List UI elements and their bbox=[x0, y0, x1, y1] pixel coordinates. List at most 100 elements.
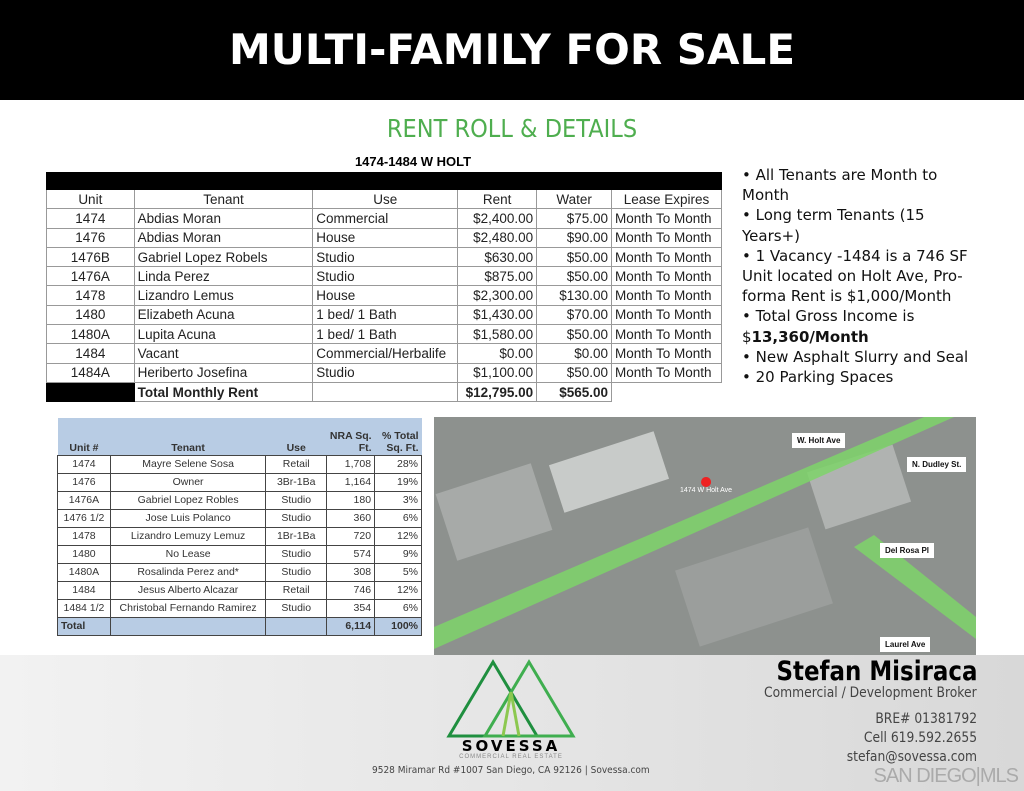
table-cell: 1484 bbox=[57, 580, 111, 600]
table-row: 1476A Linda Perez Studio $875.00 $50.00 Month… bbox=[46, 266, 722, 287]
table-cell: 12% bbox=[374, 526, 422, 546]
column-header: Tenant bbox=[110, 418, 266, 455]
table-cell: $1,430.00 bbox=[457, 304, 538, 326]
aerial-map[interactable]: W. Holt Ave N. Dudley St. Del Rosa Pl La… bbox=[434, 417, 976, 655]
map-label-laurel: Laurel Ave bbox=[880, 637, 931, 652]
table-cell: 1480A bbox=[57, 562, 111, 582]
table-cell: $875.00 bbox=[457, 266, 538, 287]
column-header: Rent bbox=[457, 188, 538, 210]
details-bullets: • All Tenants are Month to Month • Long … bbox=[742, 165, 982, 387]
table-cell: House bbox=[312, 227, 459, 248]
table-cell: 6% bbox=[374, 598, 422, 618]
table-row: 1478 Lizandro Lemus House $2,300.00 $130.00 M… bbox=[46, 285, 722, 306]
brand-name: SOVESSA bbox=[461, 737, 561, 755]
sqft-table: Unit # Tenant Use NRA Sq. Ft.% Total Sq. Ft… bbox=[57, 418, 422, 636]
table-cell: Lizandro Lemus bbox=[133, 285, 314, 306]
table-cell: 1476 1/2 bbox=[57, 508, 111, 528]
table-cell: $0.00 bbox=[536, 343, 612, 364]
table-cell: Lupita Acuna bbox=[133, 324, 314, 345]
total-row: Total 6,114 100% bbox=[57, 616, 422, 636]
column-header: Unit # bbox=[57, 418, 111, 455]
table-cell: Month To Month bbox=[611, 343, 722, 364]
email[interactable]: stefan@sovessa.com bbox=[846, 749, 977, 765]
table-cell: 1480 bbox=[57, 544, 111, 564]
table-cell: 1474 bbox=[57, 454, 111, 474]
table-cell: 720 bbox=[326, 526, 376, 546]
table-cell: $2,480.00 bbox=[457, 227, 538, 248]
table-cell: 6% bbox=[374, 508, 422, 528]
map-image bbox=[434, 417, 976, 655]
table-cell: 360 bbox=[326, 508, 376, 528]
map-label-holt: W. Holt Ave bbox=[792, 433, 846, 448]
table-cell: 180 bbox=[326, 490, 376, 510]
table-cell: 1476 bbox=[46, 227, 135, 248]
table-cell: 1,164 bbox=[326, 472, 376, 492]
table-row: 1480 No Lease Studio 574 9% bbox=[57, 544, 422, 564]
table-cell: 1480 bbox=[46, 304, 135, 326]
header-title: MULTI-FAMILY FOR SALE bbox=[0, 0, 1024, 100]
map-label-pin: 1474 W Holt Ave bbox=[680, 487, 733, 494]
table-cell: $2,400.00 bbox=[457, 208, 538, 229]
table-cell: Abdias Moran bbox=[133, 227, 314, 248]
map-label-dudley: N. Dudley St. bbox=[907, 457, 967, 472]
table-cell: 19% bbox=[374, 472, 422, 492]
table-cell: Heriberto Josefina bbox=[133, 362, 314, 383]
table-cell: 1Br-1Ba bbox=[265, 526, 328, 546]
table-cell: $1,100.00 bbox=[457, 362, 538, 383]
table-cell: 308 bbox=[326, 562, 376, 582]
cell-phone[interactable]: Cell 619.592.2655 bbox=[863, 730, 977, 746]
table-row: 1474 Mayre Selene Sosa Retail 1,708 28% bbox=[57, 454, 422, 474]
total-rent: $12,795.00 bbox=[457, 381, 538, 403]
table-cell: 1476A bbox=[57, 490, 111, 510]
table-cell: 354 bbox=[326, 598, 376, 618]
table-cell: Studio bbox=[265, 544, 328, 564]
table-cell: $0.00 bbox=[457, 343, 538, 364]
table-row: 1480 Elizabeth Acuna 1 bed/ 1 Bath $1,430.0… bbox=[46, 304, 722, 326]
table-cell: 1480A bbox=[46, 324, 135, 345]
table-cell: Jesus Alberto Alcazar bbox=[109, 580, 267, 600]
column-header: Use bbox=[312, 188, 459, 210]
table-cell: 1484 bbox=[46, 343, 135, 364]
sovessa-logo-icon bbox=[446, 659, 576, 738]
table-cell: Abdias Moran bbox=[133, 208, 314, 229]
table-cell: House bbox=[312, 285, 459, 306]
table-cell: 1 bed/ 1 Bath bbox=[312, 324, 459, 345]
table-row: 1476 1/2 Jose Luis Polanco Studio 360 6% bbox=[57, 508, 422, 528]
table-cell: Gabriel Lopez Robels bbox=[133, 246, 314, 268]
table-row: 1484 Vacant Commercial/Herbalife $0.00 $0.00… bbox=[46, 343, 722, 364]
table-cell: Month To Month bbox=[611, 324, 722, 345]
table-cell: 1 bed/ 1 Bath bbox=[312, 304, 459, 326]
table-cell: Studio bbox=[312, 266, 459, 287]
agent-role: Commercial / Development Broker bbox=[764, 685, 977, 701]
bullet: • All Tenants are Month to Month bbox=[742, 166, 938, 205]
table-cell: Retail bbox=[265, 580, 328, 600]
table-cell: $630.00 bbox=[457, 246, 538, 268]
gross-income: 13,360/Month bbox=[751, 327, 869, 346]
table-cell: 574 bbox=[326, 544, 376, 564]
company-address: 9528 Miramar Rd #1007 San Diego, CA 9212… bbox=[372, 765, 650, 776]
table-cell: Jose Luis Polanco bbox=[109, 508, 267, 528]
map-label-delrosa: Del Rosa Pl bbox=[880, 543, 935, 558]
table-cell: 1476A bbox=[46, 266, 135, 287]
table-cell: 9% bbox=[374, 544, 422, 564]
table-cell: 5% bbox=[374, 562, 422, 582]
table-cell: $1,580.00 bbox=[457, 324, 538, 345]
table-row: 1484A Heriberto Josefina Studio $1,100.00 $5… bbox=[46, 362, 722, 383]
total-sqft: 6,114 bbox=[326, 616, 376, 636]
map-pin-icon bbox=[701, 477, 712, 496]
table-cell: 12% bbox=[374, 580, 422, 600]
table-row: 1476 Owner 3Br-1Ba 1,164 19% bbox=[57, 472, 422, 492]
table-cell: Owner bbox=[109, 472, 267, 492]
table-cell: $50.00 bbox=[536, 324, 612, 345]
rent-roll-table: Unit Tenant Use Rent Water Lease Expires 1474… bbox=[46, 172, 722, 403]
sandiego-mls-logo: SAN DIEGO|MLS bbox=[873, 765, 1019, 787]
table-cell: 1484 1/2 bbox=[57, 598, 111, 618]
table-cell: 3Br-1Ba bbox=[265, 472, 328, 492]
table-cell: 1474 bbox=[46, 208, 135, 229]
table-row: 1474 Abdias Moran Commercial $2,400.00 $75.0… bbox=[46, 208, 722, 229]
bullet: • New Asphalt Slurry and Seal bbox=[742, 347, 969, 366]
total-label: Total Monthly Rent bbox=[133, 381, 314, 403]
table-cell: Studio bbox=[312, 362, 459, 383]
column-header: Lease Expires bbox=[611, 188, 722, 210]
table-cell: Commercial bbox=[312, 208, 459, 229]
